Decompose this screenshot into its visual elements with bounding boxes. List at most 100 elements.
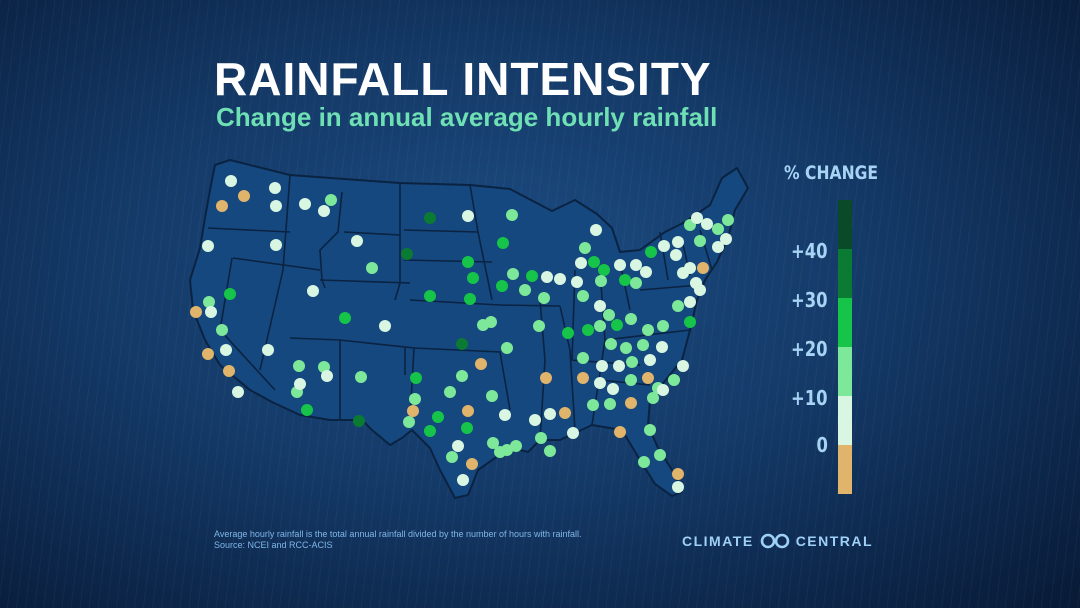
station-dot: [541, 271, 553, 283]
station-dot: [694, 235, 706, 247]
station-dot: [225, 175, 237, 187]
station-dot: [216, 200, 228, 212]
station-dot: [594, 377, 606, 389]
station-dot: [487, 437, 499, 449]
station-dot: [203, 296, 215, 308]
station-dot: [462, 210, 474, 222]
station-dot: [657, 320, 669, 332]
station-dot: [486, 390, 498, 402]
legend-title: % CHANGE: [784, 162, 879, 184]
page-title: RAINFALL INTENSITY: [214, 53, 712, 105]
station-dot: [401, 248, 413, 260]
station-dot: [598, 264, 610, 276]
legend-tick-0: 0: [816, 433, 828, 457]
climate-central-logo: CLIMATE CENTRAL: [682, 533, 873, 549]
station-dot: [582, 324, 594, 336]
us-outline: [189, 159, 749, 499]
station-dot: [403, 416, 415, 428]
station-dot: [657, 384, 669, 396]
station-dot: [294, 378, 306, 390]
legend-swatch: [838, 200, 852, 249]
station-dot: [694, 284, 706, 296]
station-dot: [353, 415, 365, 427]
station-dot: [670, 249, 682, 261]
station-dot: [477, 319, 489, 331]
station-dot: [638, 456, 650, 468]
station-dot: [409, 393, 421, 405]
station-dot: [301, 404, 313, 416]
station-dot: [202, 240, 214, 252]
station-dot: [588, 256, 600, 268]
station-dot: [424, 425, 436, 437]
station-dot: [611, 319, 623, 331]
station-dot: [216, 324, 228, 336]
station-dot: [595, 275, 607, 287]
station-dot: [577, 290, 589, 302]
legend-swatch: [838, 396, 852, 445]
station-dot: [642, 324, 654, 336]
station-dot: [644, 354, 656, 366]
legend-swatch: [838, 249, 852, 298]
station-dot: [677, 360, 689, 372]
station-dot: [625, 397, 637, 409]
station-dot: [325, 194, 337, 206]
station-dot: [544, 408, 556, 420]
station-dot: [625, 374, 637, 386]
station-dot: [444, 386, 456, 398]
station-dot: [538, 292, 550, 304]
station-dot: [339, 312, 351, 324]
station-dot: [540, 372, 552, 384]
station-dot: [462, 256, 474, 268]
station-dot: [712, 241, 724, 253]
station-dot: [647, 392, 659, 404]
station-dot: [654, 449, 666, 461]
station-dot: [603, 309, 615, 321]
station-dot: [614, 426, 626, 438]
page-subtitle: Change in annual average hourly rainfall: [216, 102, 718, 132]
station-dot: [238, 190, 250, 202]
station-dot: [475, 358, 487, 370]
station-dot: [223, 365, 235, 377]
station-dot: [579, 242, 591, 254]
station-dot: [701, 218, 713, 230]
station-dot: [269, 182, 281, 194]
station-dot: [355, 371, 367, 383]
station-dot: [672, 300, 684, 312]
station-dot: [202, 348, 214, 360]
station-dot: [262, 344, 274, 356]
station-dot: [526, 270, 538, 282]
station-dot: [645, 246, 657, 258]
station-dot: [577, 372, 589, 384]
station-dot: [613, 360, 625, 372]
infinity-icon: [760, 533, 789, 549]
station-dot: [720, 233, 732, 245]
footnote-definition: Average hourly rainfall is the total ann…: [214, 529, 582, 539]
station-dot: [366, 262, 378, 274]
station-dot: [446, 451, 458, 463]
station-dot: [529, 414, 541, 426]
station-dot: [658, 240, 670, 252]
station-dot: [464, 293, 476, 305]
station-dot: [190, 306, 202, 318]
station-dot: [554, 273, 566, 285]
station-dot: [452, 440, 464, 452]
station-dot: [594, 320, 606, 332]
station-dot: [519, 284, 531, 296]
station-dot: [510, 440, 522, 452]
logo-text-left: CLIMATE: [682, 533, 754, 549]
station-dot: [559, 407, 571, 419]
station-dot: [614, 259, 626, 271]
station-dot: [596, 360, 608, 372]
station-dot: [205, 306, 217, 318]
station-dot: [630, 277, 642, 289]
station-dot: [467, 272, 479, 284]
legend-color-bar: [838, 200, 852, 494]
station-dot: [544, 445, 556, 457]
station-dot: [321, 370, 333, 382]
station-dot: [562, 327, 574, 339]
legend-swatch: [838, 445, 852, 494]
station-dot: [644, 424, 656, 436]
legend-tick-20: +20: [791, 337, 828, 361]
station-dot: [462, 405, 474, 417]
